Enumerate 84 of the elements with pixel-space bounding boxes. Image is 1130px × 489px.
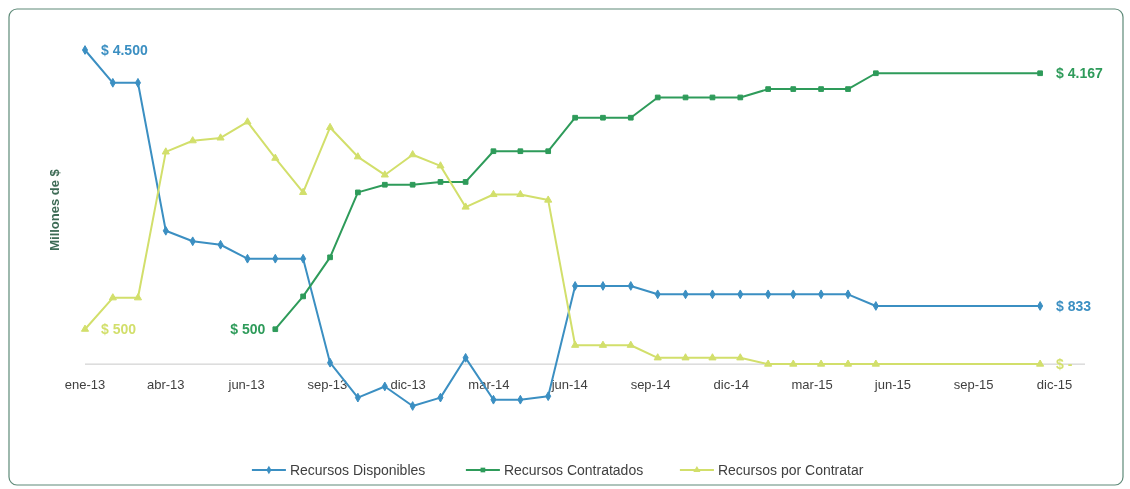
point: [572, 281, 579, 291]
point: [872, 301, 879, 311]
point: [765, 86, 771, 92]
point: [380, 170, 389, 178]
point: [1037, 70, 1043, 77]
data-label: $ 833: [1056, 297, 1092, 314]
point: [108, 293, 117, 301]
point: [188, 136, 197, 144]
point: [300, 293, 306, 300]
point: [327, 254, 333, 261]
point: [737, 94, 744, 101]
point: [1037, 301, 1044, 311]
point: [789, 359, 798, 367]
x-tick-label: jun-14: [550, 377, 588, 393]
point: [736, 353, 745, 361]
data-label: $ -: [1056, 356, 1073, 373]
point: [409, 181, 416, 188]
point: [681, 353, 690, 361]
point: [381, 181, 388, 188]
legend-label: Recursos Disponibles: [289, 462, 426, 478]
x-tick-label: sep-15: [953, 377, 994, 393]
point: [790, 86, 797, 92]
point: [490, 148, 497, 155]
point: [81, 45, 89, 55]
point: [299, 187, 308, 195]
point: [544, 195, 553, 203]
point: [161, 147, 170, 155]
point: [764, 359, 773, 367]
x-tick-label: sep-14: [630, 377, 671, 393]
point: [80, 324, 90, 332]
point: [598, 340, 608, 348]
x-tick-label: ene-13: [64, 377, 106, 393]
point: [682, 94, 689, 101]
point: [437, 179, 444, 185]
point: [216, 133, 225, 141]
data-label: $ 4.167: [1056, 65, 1104, 82]
point: [599, 281, 606, 291]
point: [243, 117, 252, 125]
point: [545, 148, 552, 155]
x-tick-label: dic-14: [713, 377, 750, 393]
point: [600, 114, 606, 121]
point: [353, 152, 362, 160]
legend-label: Recursos por Contratar: [717, 462, 864, 478]
point: [654, 94, 661, 101]
point: [653, 353, 662, 361]
point: [843, 359, 853, 367]
point: [461, 202, 470, 210]
x-tick-label: abr-13: [147, 377, 185, 393]
point: [133, 293, 143, 301]
point: [627, 114, 634, 121]
data-label: $ 500: [230, 321, 266, 338]
point: [871, 359, 880, 367]
point: [517, 148, 524, 155]
point: [708, 353, 717, 361]
point: [462, 179, 469, 185]
point: [873, 70, 879, 77]
point: [326, 122, 335, 131]
data-label: $ 500: [101, 321, 137, 338]
point: [271, 153, 280, 161]
point: [436, 161, 445, 169]
point: [272, 326, 279, 333]
x-tick-label: dic-15: [1036, 377, 1073, 393]
point: [355, 189, 361, 196]
data-label: $ 4.500: [101, 42, 148, 58]
legend-label: Recursos Contratados: [503, 462, 644, 478]
x-tick-label: dic-13: [390, 377, 426, 393]
x-tick-label: jun-15: [873, 377, 911, 393]
point: [1036, 359, 1045, 367]
x-tick-label: mar-15: [791, 377, 833, 393]
point: [571, 340, 580, 348]
point: [408, 150, 417, 158]
point: [709, 94, 716, 101]
point: [409, 401, 416, 411]
point: [516, 189, 525, 198]
point: [845, 86, 851, 92]
point: [818, 86, 824, 92]
point: [817, 359, 826, 367]
x-tick-label: jun-13: [227, 377, 265, 393]
y-axis-title: Millones de $: [47, 168, 62, 251]
point: [627, 281, 634, 291]
point: [489, 189, 498, 198]
x-tick-label: sep-13: [307, 377, 348, 393]
point: [626, 340, 635, 348]
point: [572, 114, 578, 121]
